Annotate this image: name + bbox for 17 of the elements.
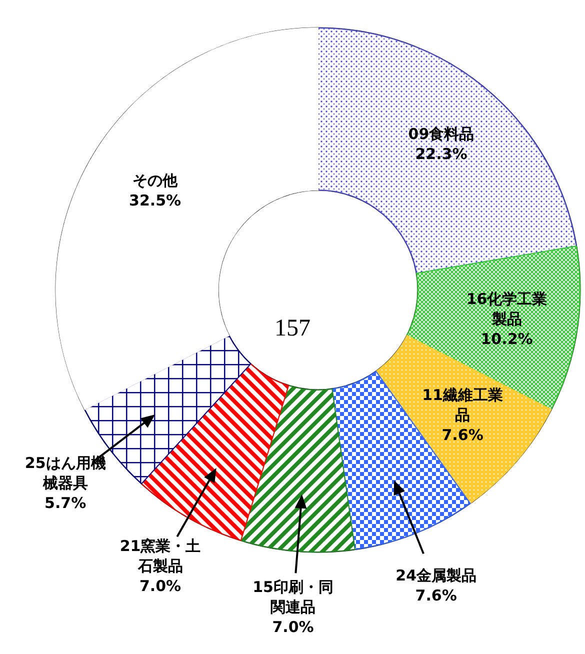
data-label: 22.3% xyxy=(415,145,468,164)
data-label: 32.5% xyxy=(129,191,182,210)
donut-slice xyxy=(318,28,577,274)
data-label: 7.0% xyxy=(272,618,314,636)
text: 157 xyxy=(274,316,310,342)
slice-label: 21窯業・土石製品 xyxy=(120,537,201,576)
slice-label: 09食料品 xyxy=(408,125,474,144)
slice-label: 11繊維工業品 xyxy=(422,386,503,424)
data-label: 7.0% xyxy=(139,577,182,596)
donut-slice xyxy=(56,28,318,410)
slice-label: その他 xyxy=(132,171,179,190)
data-label: 7.6% xyxy=(442,426,484,444)
data-label: 7.6% xyxy=(415,586,457,604)
slice-label: 24金属製品 xyxy=(396,566,477,584)
data-label: 5.7% xyxy=(44,494,86,512)
donut-slice xyxy=(240,385,356,552)
slice-label: 15印刷・同関連品 xyxy=(252,578,334,616)
